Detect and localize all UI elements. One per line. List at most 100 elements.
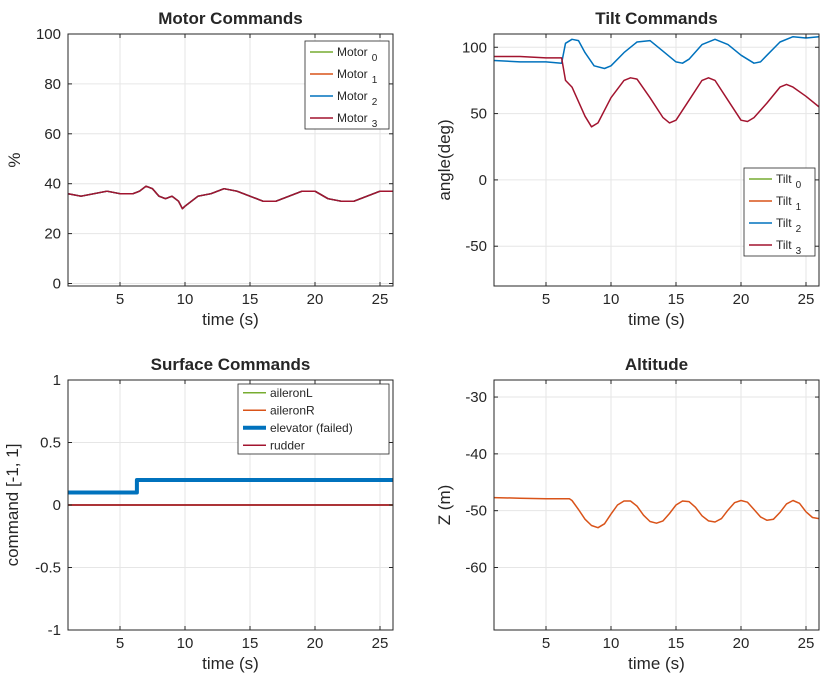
motor-legend-subscript: 3 <box>372 119 378 130</box>
tilt-ylabel: angle(deg) <box>435 119 454 200</box>
motor-legend-entry: Motor 3 <box>337 111 378 130</box>
altitude-ytick-label: -30 <box>465 389 487 406</box>
surface-legend-box <box>237 383 390 455</box>
tilt-legend-label: Tilt <box>776 172 792 186</box>
surface-legend-entry: aileronR <box>270 403 315 417</box>
motor-legend-subscript: 0 <box>372 53 378 64</box>
motor-legend-entry: Motor 2 <box>337 89 378 108</box>
tilt-xtick-label: 15 <box>668 291 685 308</box>
motor-series-3-line <box>68 185 393 210</box>
motor-legend: Motor 0 Motor 1 Motor 2 Motor 3 <box>304 40 390 130</box>
surface-legend: aileronL aileronR elevator (failed) rudder <box>237 383 390 455</box>
motor-ytick-label: 80 <box>44 76 61 93</box>
altitude-xtick-label: 10 <box>603 635 620 652</box>
tilt-legend-entry: Tilt 2 <box>776 216 802 235</box>
motor-legend-label: Motor <box>337 89 368 103</box>
motor-legend-label: Motor <box>337 45 368 59</box>
surface-chart: 5 10 15 20 25 -1 -0.5 0 0.5 1 Surface Commands time… <box>3 355 394 673</box>
tilt-legend-subscript: 2 <box>796 224 802 235</box>
altitude-ylabel: Z (m) <box>435 485 454 526</box>
surface-series-2-line <box>68 478 393 495</box>
tilt-series-3-line <box>494 55 819 128</box>
tilt-ytick-label: -50 <box>465 238 487 255</box>
surface-ytick-label: 0.5 <box>40 435 61 452</box>
tilt-legend-label: Tilt <box>776 238 792 252</box>
motor-ytick-label: 100 <box>36 26 61 43</box>
surface-ytick-label: -0.5 <box>35 560 61 577</box>
motor-ytick-label: 60 <box>44 126 61 143</box>
motor-ytick-label: 20 <box>44 226 61 243</box>
tilt-legend-entry: Tilt 0 <box>776 172 802 191</box>
surface-legend-label: elevator (failed) <box>270 421 353 435</box>
tilt-xtick-label: 10 <box>603 291 620 308</box>
motor-ytick-label: 40 <box>44 176 61 193</box>
tilt-legend-entry: Tilt 3 <box>776 238 802 257</box>
tilt-xlabel: time (s) <box>628 310 685 329</box>
tilt-legend-subscript: 1 <box>796 202 802 213</box>
motor-xtick-label: 10 <box>177 291 194 308</box>
altitude-chart: 5 10 15 20 25 -60 -50 -40 -30 Altitude time (s) Z (… <box>435 355 820 673</box>
motor-legend-subscript: 1 <box>372 75 378 86</box>
tilt-ytick-label: 50 <box>470 106 487 123</box>
altitude-xlabel: time (s) <box>628 654 685 673</box>
motor-legend-subscript: 2 <box>372 97 378 108</box>
surface-ylabel: command [-1, 1] <box>3 444 22 567</box>
motor-legend-box <box>304 40 390 130</box>
tilt-legend: Tilt 0 Tilt 1 Tilt 2 Tilt 3 <box>743 167 816 257</box>
altitude-xtick-label: 25 <box>798 635 815 652</box>
altitude-title: Altitude <box>625 355 688 374</box>
altitude-plot-area <box>494 380 819 630</box>
surface-xtick-label: 5 <box>116 635 124 652</box>
surface-legend-entry: aileronL <box>270 386 313 400</box>
surface-xtick-label: 15 <box>242 635 259 652</box>
motor-legend-label: Motor <box>337 67 368 81</box>
tilt-ytick-label: 0 <box>479 172 487 189</box>
altitude-ytick-label: -50 <box>465 503 487 520</box>
surface-xtick-label: 20 <box>307 635 324 652</box>
motor-legend-entry: Motor 0 <box>337 45 378 64</box>
surface-xlabel: time (s) <box>202 654 259 673</box>
motor-xlabel: time (s) <box>202 310 259 329</box>
surface-legend-label: aileronL <box>270 386 313 400</box>
surface-xtick-label: 25 <box>372 635 389 652</box>
tilt-axes-box <box>493 33 820 287</box>
motor-ytick-label: 0 <box>53 276 61 293</box>
surface-xtick-label: 10 <box>177 635 194 652</box>
surface-legend-label: rudder <box>270 438 305 452</box>
motor-xtick-label: 25 <box>372 291 389 308</box>
tilt-series-2-line <box>494 35 819 70</box>
altitude-xtick-label: 5 <box>542 635 550 652</box>
motor-xtick-label: 15 <box>242 291 259 308</box>
altitude-xtick-label: 20 <box>733 635 750 652</box>
motor-legend-entry: Motor 1 <box>337 67 378 86</box>
tilt-legend-label: Tilt <box>776 194 792 208</box>
tilt-xtick-label: 5 <box>542 291 550 308</box>
tilt-ytick-label: 100 <box>462 39 487 56</box>
tilt-legend-entry: Tilt 1 <box>776 194 802 213</box>
motor-legend-label: Motor <box>337 111 368 125</box>
altitude-ytick-label: -40 <box>465 446 487 463</box>
motor-xtick-label: 20 <box>307 291 324 308</box>
motor-axes-box <box>67 33 394 287</box>
tilt-legend-label: Tilt <box>776 216 792 230</box>
surface-ytick-label: -1 <box>48 622 61 639</box>
motor-title: Motor Commands <box>158 9 303 28</box>
altitude-ytick-label: -60 <box>465 560 487 577</box>
surface-ytick-label: 0 <box>53 497 61 514</box>
altitude-axes-box <box>493 379 820 631</box>
surface-legend-entry: elevator (failed) <box>270 421 353 435</box>
tilt-legend-subscript: 0 <box>796 180 802 191</box>
tilt-legend-subscript: 3 <box>796 246 802 257</box>
tilt-xtick-label: 20 <box>733 291 750 308</box>
tilt-legend-box <box>743 167 816 257</box>
surface-legend-label: aileronR <box>270 403 315 417</box>
tilt-xtick-label: 25 <box>798 291 815 308</box>
surface-legend-entry: rudder <box>270 438 305 452</box>
surface-ytick-label: 1 <box>53 372 61 389</box>
altitude-xtick-label: 15 <box>668 635 685 652</box>
altitude-series-0-line <box>494 496 819 529</box>
surface-title: Surface Commands <box>151 355 311 374</box>
